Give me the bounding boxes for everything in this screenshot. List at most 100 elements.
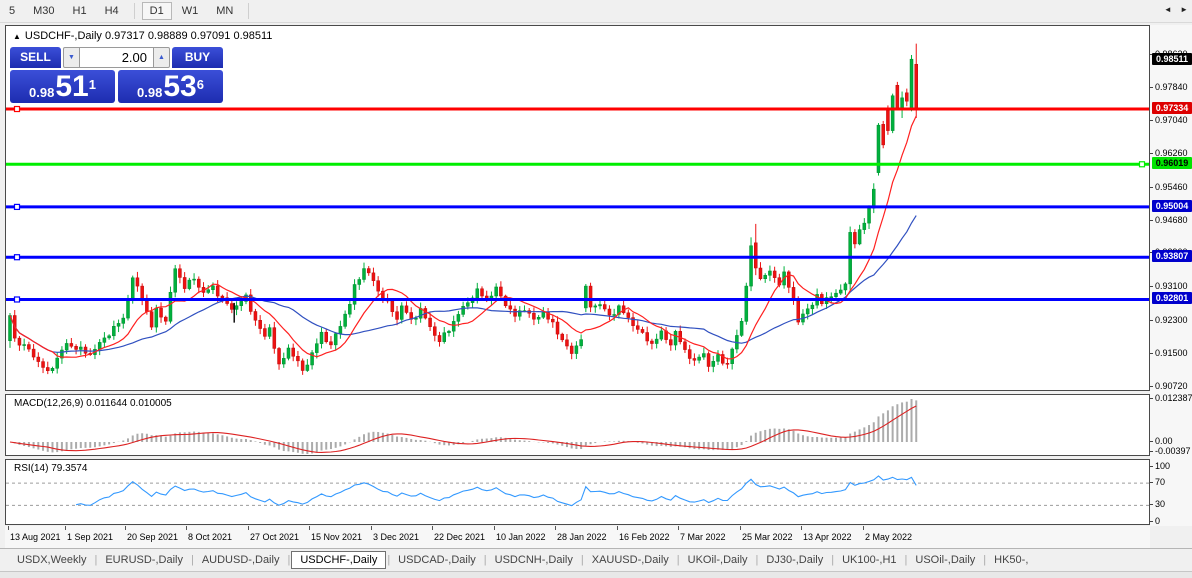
candle-body [636, 325, 640, 330]
candle-body [395, 311, 399, 320]
candle-body [145, 299, 149, 312]
candle-body [754, 242, 758, 269]
date-axis[interactable]: 13 Aug 2021 1 Sep 2021 20 Sep 2021 8 Oct 20… [5, 526, 1150, 548]
macd-label: MACD(12,26,9) 0.011644 0.010005 [14, 398, 172, 409]
candle-body [551, 318, 555, 323]
date-tick-mark [309, 526, 310, 530]
chart-tab-ukoil-daily[interactable]: UKOil-,Daily [687, 554, 748, 566]
tab-scroll-right-icon[interactable]: ► [1180, 5, 1188, 14]
candle-body [631, 317, 635, 326]
date-tick-mark [432, 526, 433, 530]
candle-body [41, 361, 45, 368]
sell-button[interactable]: SELL [10, 47, 61, 68]
timeframe-button-5[interactable]: 5 [9, 5, 16, 17]
price-axis-label: 0.94680 [1155, 214, 1188, 225]
candle-body [588, 285, 593, 308]
chart-tab-usdx-weekly[interactable]: USDX,Weekly [17, 554, 87, 566]
chart-tab-usoil-daily[interactable]: USOil-,Daily [915, 554, 976, 566]
candle-body [296, 356, 300, 362]
candle-body [805, 308, 810, 315]
candle-body [791, 287, 796, 300]
candle-body [74, 346, 78, 350]
candle-body [626, 312, 631, 318]
ohlc-low: 0.97091 [190, 30, 231, 42]
tab-separator: | [387, 554, 391, 566]
macd-main-value: 0.011644 [86, 398, 128, 409]
candle-body [659, 330, 664, 340]
candle-body [333, 333, 338, 346]
candle-body [390, 300, 395, 312]
candle-body [909, 58, 914, 109]
candle-body [112, 326, 116, 337]
ohlc-open: 0.97317 [104, 30, 145, 42]
expand-panel-icon[interactable]: ▲ [13, 32, 21, 41]
chart-tab-hk50[interactable]: HK50-, [994, 554, 1029, 566]
buy-button[interactable]: BUY [172, 47, 223, 68]
timeframe-button-m30[interactable]: M30 [33, 5, 55, 17]
candle-body [192, 278, 196, 281]
toolbar-separator [133, 3, 135, 19]
macd-panel[interactable] [5, 394, 1150, 456]
volume-increase-button[interactable]: ▲ [153, 47, 170, 68]
axis-tick-mark [1150, 451, 1153, 452]
candle-body [683, 341, 687, 350]
candle-body [706, 353, 711, 367]
sell-price-display[interactable]: 0.98 51 1 [10, 70, 115, 103]
candle-body [291, 347, 295, 357]
rsi-panel[interactable] [5, 459, 1150, 525]
date-tick-mark [678, 526, 679, 530]
chart-tab-usdcad-daily[interactable]: USDCAD-,Daily [398, 554, 476, 566]
volume-input[interactable] [80, 47, 153, 68]
candle-body [83, 346, 88, 354]
rsi-axis-label: 30 [1155, 499, 1166, 510]
candle-body [206, 289, 210, 293]
candle-body [357, 279, 362, 285]
date-axis-label: 2 May 2022 [865, 532, 913, 542]
candle-body [310, 352, 314, 366]
candle-body [838, 289, 843, 294]
candle-body [697, 356, 701, 361]
price-axis-label: 0.90720 [1155, 380, 1188, 391]
volume-decrease-button[interactable]: ▼ [63, 47, 80, 68]
candle-body [518, 310, 522, 317]
candle-body [352, 284, 357, 305]
timeframe-button-h4[interactable]: H4 [104, 5, 119, 17]
candle-body [546, 312, 550, 320]
candle-body [881, 124, 885, 146]
fast-ma-line [9, 115, 917, 360]
candle-body [886, 110, 890, 131]
timeframe-button-mn[interactable]: MN [216, 5, 234, 17]
tab-scroll-left-icon[interactable]: ◄ [1163, 5, 1172, 14]
chart-tab-audusd-daily[interactable]: AUDUSD-,Daily [201, 554, 280, 566]
macd-signal-value: 0.010005 [130, 398, 172, 409]
candle-body [711, 361, 716, 367]
candle-body [69, 343, 74, 347]
timeframe-button-d1[interactable]: D1 [141, 2, 172, 20]
timeframe-button-h1[interactable]: H1 [72, 5, 87, 17]
tab-scroll-arrows: ◄ ► [1158, 5, 1188, 14]
buy-price-display[interactable]: 0.98 53 6 [118, 70, 223, 103]
status-strip [0, 571, 1192, 578]
candle-body [168, 291, 173, 322]
macd-axis-label: 0.012387 [1155, 393, 1192, 403]
timeframe-button-w1[interactable]: W1 [181, 5, 199, 17]
candle-body [692, 358, 697, 361]
candle-body [499, 286, 503, 297]
chart-tab-dj30-daily[interactable]: DJ30-,Daily [766, 554, 824, 566]
price-axis[interactable]: 0.986200.978400.970400.962600.954600.946… [1150, 25, 1192, 526]
chart-tab-usdchf-daily[interactable]: USDCHF-,Daily [291, 551, 387, 569]
chart-tab-eurusd-daily[interactable]: EURUSD-,Daily [105, 554, 183, 566]
chart-tab-uk100-h1[interactable]: UK100-,H1 [842, 554, 897, 566]
chart-tab-usdcnh-daily[interactable]: USDCNH-,Daily [494, 554, 573, 566]
line-anchor-handle [13, 105, 21, 113]
candle-body [46, 367, 50, 371]
candle-body [579, 339, 583, 347]
candle-body [749, 245, 753, 287]
chart-tab-xauusd-daily[interactable]: XAUUSD-,Daily [591, 554, 669, 566]
candle-body [758, 267, 763, 279]
candle-body [8, 315, 12, 341]
tab-separator: | [483, 554, 487, 566]
candle-body [480, 288, 484, 297]
current-price-badge: 0.98511 [1152, 52, 1192, 65]
